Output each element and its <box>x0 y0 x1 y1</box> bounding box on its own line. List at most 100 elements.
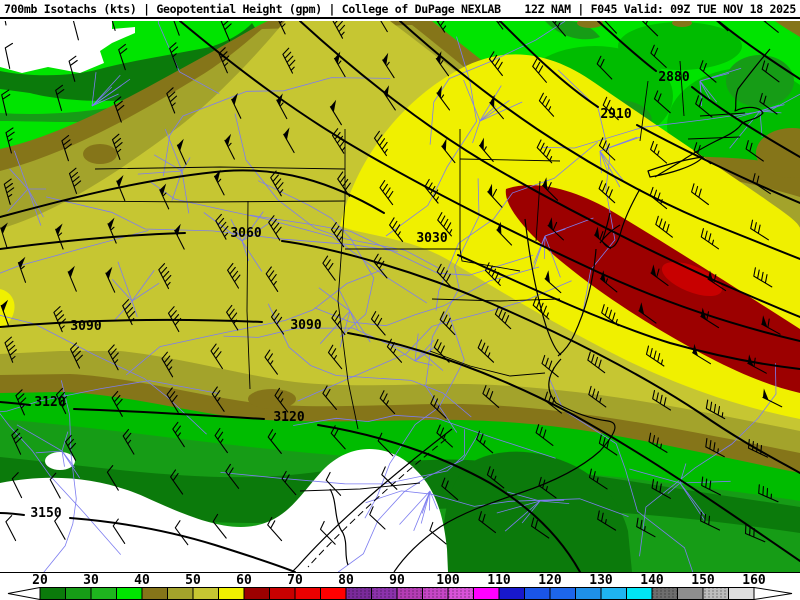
scale-bin <box>498 587 525 600</box>
wind-barb <box>53 306 66 333</box>
wind-barb <box>489 94 504 120</box>
wind-barb <box>596 55 613 80</box>
wind-barb <box>112 518 126 544</box>
wind-barb <box>701 476 721 496</box>
wind-barb <box>322 385 337 410</box>
wind-barb <box>3 178 15 205</box>
wind-barb <box>225 463 240 489</box>
height-contour-label: 2880 <box>658 70 689 85</box>
wind-barb <box>436 424 453 448</box>
wind-barb <box>536 139 553 164</box>
wind-barb <box>105 266 116 293</box>
wind-barb <box>319 520 336 545</box>
title-right: 12Z NAM | F045 Valid: 09Z TUE NOV 18 202… <box>524 1 796 16</box>
wind-barb <box>381 466 398 490</box>
wind-barb <box>436 21 447 33</box>
wind-barb <box>761 60 780 83</box>
wind-barb <box>337 171 351 197</box>
wind-barb <box>5 515 17 542</box>
height-contour-label: 3090 <box>290 318 321 333</box>
wind-barb <box>211 386 225 412</box>
scale-arrow-left <box>7 587 41 600</box>
wind-barb <box>1 89 11 116</box>
wind-barb <box>67 265 77 292</box>
wind-barb <box>441 477 459 501</box>
wind-barb <box>226 304 239 331</box>
wind-barb <box>747 439 769 458</box>
wind-barb <box>332 21 346 39</box>
scale-bin <box>141 587 168 600</box>
scale-tick-label: 20 <box>32 573 48 588</box>
height-contour-label: 3060 <box>230 226 261 241</box>
wind-barb <box>172 421 185 448</box>
wind-barb <box>274 387 289 413</box>
wind-barb <box>118 43 128 71</box>
wind-barb <box>270 170 284 197</box>
wind-barb <box>220 21 232 42</box>
wind-barb <box>700 307 720 329</box>
scale-tick-label: 30 <box>83 573 99 588</box>
scale-bin <box>192 587 219 600</box>
wind-barb <box>267 516 283 542</box>
wind-barb <box>331 310 346 336</box>
wind-barb <box>598 180 616 204</box>
wind-barb <box>377 432 394 457</box>
wind-barb <box>601 304 619 327</box>
wind-barb <box>599 270 618 293</box>
scale-tick-label: 130 <box>589 573 613 588</box>
wind-barb <box>278 21 286 35</box>
scale-bin <box>320 587 347 600</box>
wind-barb <box>650 264 669 286</box>
scale-arrow-right <box>753 587 793 600</box>
wind-barb <box>532 58 547 83</box>
wind-barb <box>693 142 712 165</box>
wind-barb <box>692 343 712 365</box>
wind-barb <box>54 514 66 540</box>
scale-tick-labels: 20 30 40 50 60 70 80 90 100 110 120 130 140 150 160 <box>0 573 800 588</box>
scale-bin <box>600 587 627 600</box>
scale-tick-label: 160 <box>742 573 766 588</box>
wind-barb <box>282 47 296 74</box>
wind-barb <box>0 222 8 249</box>
wind-barb <box>55 387 67 415</box>
scale-tick-label: 50 <box>185 573 201 588</box>
wind-barb <box>166 87 178 114</box>
wind-barb <box>648 432 668 453</box>
wind-barb <box>604 21 617 34</box>
wind-barb <box>116 175 126 202</box>
wind-barb <box>437 212 453 237</box>
wind-barb <box>173 21 180 36</box>
wind-barb <box>542 177 559 201</box>
scale-tick-label: 110 <box>487 573 511 588</box>
scale-bin <box>39 587 66 600</box>
wind-barb <box>433 339 450 363</box>
wind-barb <box>65 434 77 461</box>
wind-barb <box>587 351 606 374</box>
wind-barb <box>122 428 135 455</box>
wind-barb <box>111 133 123 160</box>
wind-barb <box>264 349 278 375</box>
wind-barb <box>547 217 564 241</box>
wind-barb <box>538 476 557 499</box>
wind-barbs-layer <box>0 21 783 546</box>
wind-barb <box>383 85 396 111</box>
scale-bin <box>269 587 296 600</box>
wind-barb <box>496 221 513 246</box>
scale-bin <box>473 587 500 600</box>
wind-barb <box>68 167 82 194</box>
wind-barb <box>487 183 503 208</box>
wind-barb <box>707 270 727 292</box>
wind-barb <box>270 309 285 335</box>
wind-barb <box>747 354 767 374</box>
wind-barb <box>436 263 452 288</box>
wind-barb <box>439 311 456 336</box>
scale-tick-label: 60 <box>236 573 252 588</box>
wind-barb <box>161 351 174 378</box>
wind-barb <box>330 222 345 248</box>
wind-barb <box>213 169 225 196</box>
scale-tick-label: 140 <box>640 573 664 588</box>
scale-tick-label: 100 <box>436 573 460 588</box>
wind-barb <box>379 180 394 206</box>
wind-barb <box>176 138 187 165</box>
